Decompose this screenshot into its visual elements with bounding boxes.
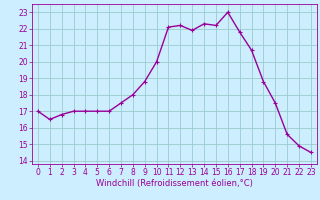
X-axis label: Windchill (Refroidissement éolien,°C): Windchill (Refroidissement éolien,°C) bbox=[96, 179, 253, 188]
